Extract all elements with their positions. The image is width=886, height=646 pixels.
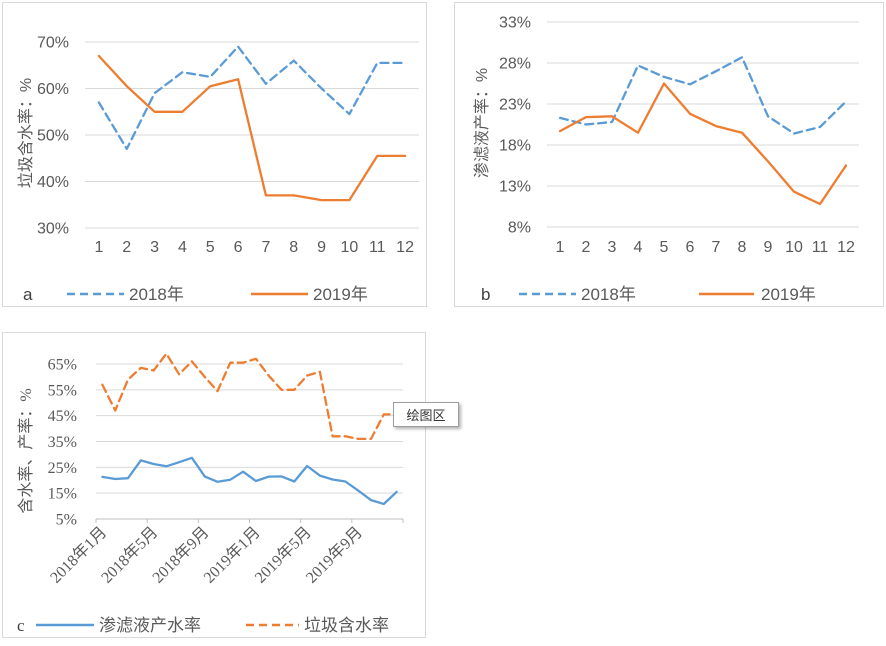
- x-tick-label: 6: [686, 239, 695, 256]
- y-tick-label: 65%: [48, 357, 77, 374]
- x-tick-label: 7: [261, 239, 270, 256]
- series-line-2019年: [558, 82, 848, 206]
- x-tick-label: 5: [660, 239, 669, 256]
- legend: b 2018年 2019年: [481, 285, 816, 304]
- x-tick-label: 4: [178, 239, 187, 256]
- plot-area-tooltip-label: 绘图区: [406, 408, 446, 423]
- y-tick-label: 15%: [48, 486, 77, 503]
- x-tick-label: 1: [94, 239, 103, 256]
- x-tick-label: 3: [608, 239, 617, 256]
- series-line-渗滤液产水率: [101, 456, 398, 506]
- legend-label-2018年: 2018年: [129, 285, 184, 304]
- legend-label-2018年: 2018年: [581, 285, 636, 304]
- x-tick-label: 2019年9月: [302, 523, 366, 587]
- legend-label-垃圾含水率: 垃圾含水率: [304, 616, 389, 635]
- y-tick-labels: 33% 28% 23% 18% 13% 8%: [499, 15, 531, 237]
- x-tick-label: 2: [582, 239, 591, 256]
- y-tick-label: 33%: [499, 15, 531, 32]
- panel-letter: c: [17, 616, 25, 635]
- panel-letter: a: [23, 285, 33, 304]
- y-tick-label: 23%: [499, 97, 531, 114]
- x-tick-label: 9: [317, 239, 326, 256]
- chart-b-svg: 33%28%23%18%13%8%1 2 3 4 5 6 7 8 9 10 11 12渗滤液产率：%b…: [473, 15, 859, 304]
- gridlines: [96, 363, 403, 520]
- chart-panel-a: 70% 60% 50% 40% 30% 1 2 3 4 5 6 7 8 9 10 11 12 垃圾含水率：% a 20…: [2, 2, 427, 307]
- x-tick-label: 7: [712, 239, 721, 256]
- x-tick-label: 2: [122, 239, 131, 256]
- x-tick-label: 5: [206, 239, 215, 256]
- y-tick-labels: 70% 60% 50% 40% 30%: [37, 35, 69, 238]
- x-tick-label: 4: [634, 239, 643, 256]
- x-tick-label: 8: [738, 239, 747, 256]
- y-tick-label: 35%: [48, 434, 77, 451]
- series-line-2019年: [97, 54, 407, 202]
- gridlines: [547, 21, 859, 228]
- y-axis-title: 含水率、产率：%: [17, 388, 35, 513]
- y-tick-label: 60%: [37, 81, 69, 98]
- legend-label-渗滤液产水率: 渗滤液产水率: [99, 616, 201, 635]
- y-tick-label: 8%: [508, 220, 531, 237]
- legend: c 渗滤液产水率 垃圾含水率: [17, 616, 389, 635]
- x-tick-label: 11: [369, 239, 386, 256]
- x-tick-label: 11: [812, 239, 829, 256]
- chart-c-svg: 65% 55% 45% 35% 25% 15% 5%2018年1月2018年5月2018年9…: [17, 352, 404, 635]
- y-tick-label: 5%: [56, 512, 77, 529]
- x-tick-labels: 1 2 3 4 5 6 7 8 9 10 11 12: [556, 239, 855, 256]
- plot-area-tooltip: 绘图区: [393, 402, 459, 427]
- chart-panel-c: 65% 55% 45% 35% 25% 15% 5% 2018年1月 2018年5月 2018年9…: [2, 332, 426, 638]
- y-tick-label: 55%: [48, 382, 77, 399]
- panel-letter: b: [481, 285, 490, 304]
- x-tick-label: 12: [396, 239, 414, 256]
- series-line-垃圾含水率: [101, 352, 398, 441]
- x-tick-label: 9: [764, 239, 773, 256]
- legend-label-2019年: 2019年: [313, 285, 368, 304]
- y-tick-label: 50%: [37, 128, 69, 145]
- x-tick-label: 3: [150, 239, 159, 256]
- series-line-2018年: [97, 45, 407, 151]
- y-tick-labels: 65% 55% 45% 35% 25% 15% 5%: [48, 357, 77, 529]
- y-tick-label: 25%: [48, 460, 77, 477]
- x-tick-label: 6: [234, 239, 243, 256]
- y-tick-label: 18%: [499, 138, 531, 155]
- x-tick-label: 8: [289, 239, 298, 256]
- series-line-2018年: [558, 56, 848, 135]
- x-tick-label: 1: [556, 239, 565, 256]
- y-tick-label: 28%: [499, 56, 531, 73]
- y-axis-title: 渗滤液产率：%: [473, 68, 491, 178]
- chart-panel-b: 33% 28% 23% 18% 13% 8% 1 2 3 4 5 6 7 8 9 10 11 12 渗滤液产率：% b…: [454, 2, 884, 307]
- x-tick-labels: 1 2 3 4 5 6 7 8 9 10 11 12: [94, 239, 414, 256]
- x-axis: [95, 518, 404, 523]
- y-axis-title: 垃圾含水率：%: [17, 78, 35, 188]
- y-tick-label: 40%: [37, 174, 69, 191]
- legend: a 2018年 2019年: [23, 285, 368, 304]
- x-tick-label: 10: [785, 239, 803, 256]
- x-tick-label: 12: [837, 239, 855, 256]
- y-tick-label: 70%: [37, 35, 69, 52]
- x-tick-labels: 2018年1月2018年5月2018年9月2019年1月2019年5月2019年…: [47, 523, 366, 587]
- y-tick-label: 30%: [37, 221, 69, 238]
- x-tick-label: 10: [341, 239, 359, 256]
- y-tick-label: 45%: [48, 408, 77, 425]
- legend-label-2019年: 2019年: [761, 285, 816, 304]
- y-tick-label: 13%: [499, 179, 531, 196]
